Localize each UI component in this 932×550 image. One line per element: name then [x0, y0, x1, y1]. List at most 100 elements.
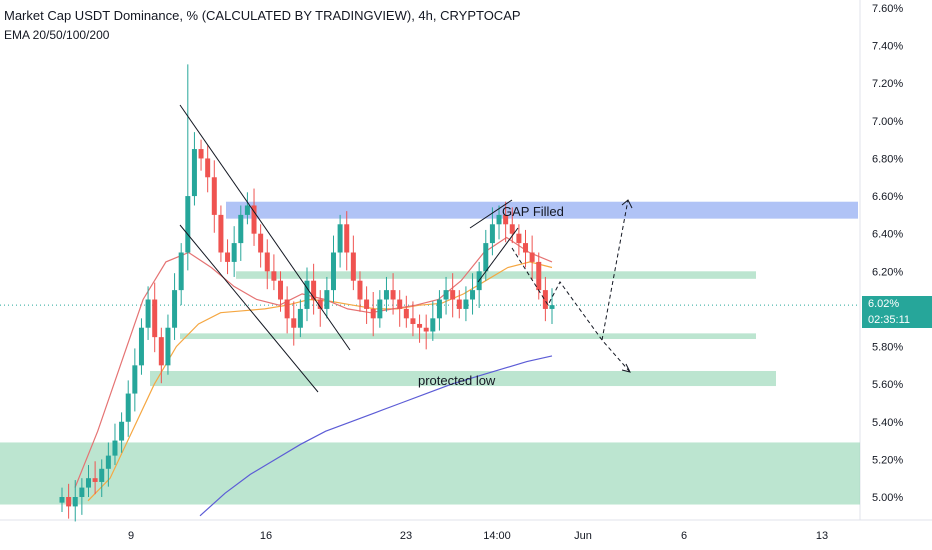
projection-up-path — [601, 199, 629, 341]
x-tick-label: 9 — [128, 530, 134, 542]
y-tick-label: 6.80% — [872, 153, 903, 165]
candle — [489, 207, 495, 256]
candle — [264, 239, 270, 290]
support-zone — [180, 333, 756, 340]
candle — [516, 224, 522, 256]
countdown-label: 02:35:11 — [862, 312, 932, 328]
wedge-lower-line — [477, 227, 519, 283]
candle — [463, 286, 469, 322]
candle — [225, 239, 231, 275]
candle — [138, 318, 144, 375]
y-tick-label: 7.60% — [872, 3, 903, 15]
candle — [297, 299, 303, 338]
ema200-line — [199, 355, 553, 517]
candle — [165, 314, 171, 375]
candle — [317, 290, 323, 327]
candle — [66, 483, 72, 519]
candle — [370, 291, 376, 337]
candle — [443, 276, 449, 315]
candle — [470, 273, 476, 315]
y-tick-label: 7.20% — [872, 78, 903, 90]
candle — [251, 188, 257, 246]
candle — [397, 290, 403, 327]
candle — [72, 480, 78, 522]
candle — [364, 286, 370, 324]
y-tick-label: 5.80% — [872, 342, 903, 354]
y-tick-label: 6.60% — [872, 191, 903, 203]
candle — [132, 348, 138, 412]
gap-zone — [226, 201, 858, 219]
candle — [205, 145, 211, 193]
x-tick-label: 6 — [681, 530, 687, 542]
candle — [450, 273, 456, 318]
last-price-label: 6.02% — [862, 296, 932, 312]
y-tick-label: 7.00% — [872, 116, 903, 128]
candle — [119, 412, 125, 453]
candle — [377, 290, 383, 328]
candle — [238, 205, 244, 261]
candle — [258, 224, 264, 268]
projection-down-path — [511, 247, 631, 373]
x-tick-label: 14:00 — [483, 530, 511, 542]
chart-title: Market Cap USDT Dominance, % (CALCULATED… — [4, 8, 521, 23]
candle — [383, 276, 389, 312]
candle — [542, 276, 548, 322]
protected-low-label: protected low — [418, 373, 496, 388]
gap-filled-label: GAP Filled — [502, 204, 564, 219]
demand-zone — [0, 442, 860, 505]
candle — [198, 139, 204, 171]
candle — [152, 282, 158, 353]
candle — [178, 243, 184, 306]
candle — [99, 459, 105, 497]
wedge-upper-line — [469, 199, 513, 229]
candle — [509, 207, 515, 244]
candle — [430, 301, 436, 341]
candle — [304, 267, 310, 322]
candle — [92, 461, 98, 495]
candle — [158, 327, 164, 384]
candle — [185, 64, 191, 271]
x-tick-label: 23 — [400, 530, 412, 542]
arrow-head-down — [621, 363, 631, 373]
candle — [244, 192, 250, 225]
candle — [172, 273, 178, 340]
candle — [390, 273, 396, 315]
candle — [344, 211, 350, 271]
candle — [191, 132, 197, 206]
candle — [456, 290, 462, 319]
candle — [496, 205, 502, 240]
candle — [503, 201, 509, 243]
y-tick-label: 6.20% — [872, 266, 903, 278]
candle — [105, 442, 111, 487]
channel-upper-line — [179, 104, 351, 351]
x-tick-label: 16 — [260, 530, 272, 542]
candle — [59, 487, 65, 513]
candle — [536, 252, 542, 300]
candle — [311, 263, 317, 315]
protected-low-zone — [150, 370, 776, 387]
y-tick-label: 5.60% — [872, 379, 903, 391]
candle — [211, 160, 217, 233]
candle — [417, 314, 423, 343]
candle — [125, 380, 131, 437]
candle — [271, 254, 277, 291]
candle — [218, 205, 224, 262]
y-tick-label: 6.40% — [872, 229, 903, 241]
candle — [79, 478, 85, 515]
candle — [410, 301, 416, 337]
candle — [112, 423, 118, 466]
candle — [350, 235, 356, 291]
y-tick-label: 5.20% — [872, 454, 903, 466]
candle — [523, 229, 529, 268]
candle — [476, 261, 482, 308]
candle — [423, 314, 429, 350]
y-tick-label: 7.40% — [872, 41, 903, 53]
arrow-head-up — [621, 199, 633, 209]
y-tick-label: 5.40% — [872, 417, 903, 429]
indicator-legend[interactable]: EMA 20/50/100/200 — [4, 28, 110, 42]
candle — [337, 214, 343, 268]
candle — [291, 301, 297, 346]
channel-lower-line — [179, 224, 319, 393]
candle — [85, 465, 91, 497]
